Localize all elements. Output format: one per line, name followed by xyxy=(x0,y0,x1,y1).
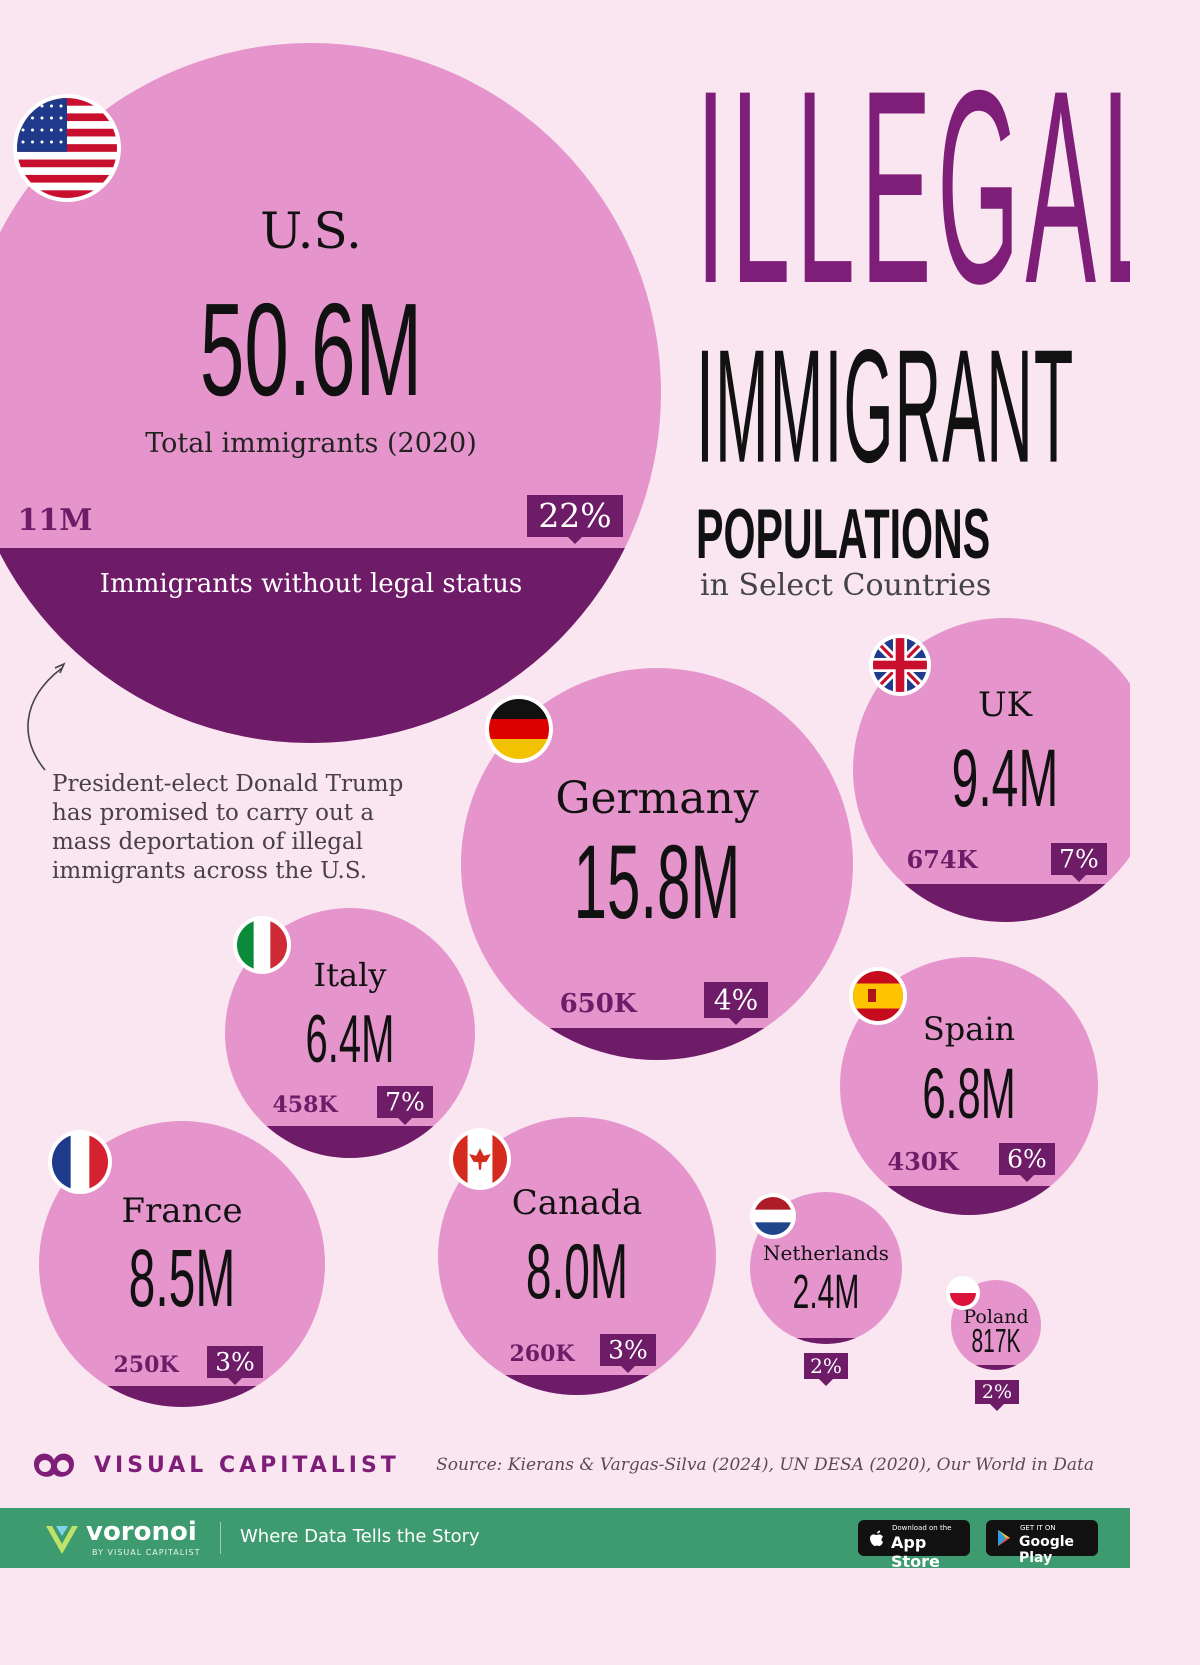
netherlands-total-value: 2.4M xyxy=(793,1266,860,1319)
title-line-illegal: ILLEGAL xyxy=(696,32,1130,341)
source-note: Source: Kierans & Vargas-Silva (2024), U… xyxy=(436,1455,1094,1475)
canada-pct-badge: 3% xyxy=(600,1334,656,1373)
netherlands-illegal-segment xyxy=(750,1338,902,1344)
france-pct-value: 3% xyxy=(215,1347,255,1376)
canada-flag-icon xyxy=(449,1128,511,1190)
google-play-small: GET IT ON xyxy=(1020,1524,1056,1532)
footer-divider xyxy=(220,1522,221,1554)
us-name: U.S. xyxy=(260,202,362,260)
france-total-value: 8.5M xyxy=(129,1233,236,1324)
italy-pct-value: 7% xyxy=(385,1087,425,1116)
us-flag-icon xyxy=(13,94,121,202)
italy-illegal-value: 458K xyxy=(272,1092,338,1118)
us-illegal-value: 11M xyxy=(18,503,93,538)
poland-name: Poland xyxy=(963,1306,1028,1328)
italy-total-value: 6.4M xyxy=(306,1001,395,1077)
footer-tagline: Where Data Tells the Story xyxy=(240,1526,480,1547)
bubble-spain: Spain 6.8M 430K 6% xyxy=(840,957,1098,1215)
title-line-immigrant: IMMIGRANT xyxy=(696,318,1075,498)
france-pct-badge: 3% xyxy=(207,1346,263,1385)
france-illegal-value: 250K xyxy=(113,1352,179,1378)
germany-bubble xyxy=(461,668,853,1060)
uk-total-value: 9.4M xyxy=(952,733,1059,824)
uk-illegal-value: 674K xyxy=(907,845,979,874)
germany-name: Germany xyxy=(555,773,759,824)
germany-pct-badge: 4% xyxy=(704,982,768,1025)
title-line-populations: POPULATIONS xyxy=(696,494,991,573)
france-bubble xyxy=(39,1121,325,1407)
us-total-label: Total immigrants (2020) xyxy=(145,428,477,459)
footer-bar: voronoi BY VISUAL CAPITALIST Where Data … xyxy=(0,1508,1130,1568)
annotation-arrow xyxy=(27,662,66,771)
canada-illegal-value: 260K xyxy=(509,1341,575,1367)
germany-flag-icon xyxy=(485,695,553,763)
uk-flag-icon xyxy=(869,634,931,696)
canada-bubble xyxy=(438,1117,716,1395)
spain-name: Spain xyxy=(923,1010,1015,1048)
netherlands-pct-value: 2% xyxy=(810,1354,842,1378)
poland-total-value: 817K xyxy=(971,1322,1020,1359)
canada-pct-value: 3% xyxy=(608,1335,648,1364)
canada-name: Canada xyxy=(512,1183,643,1223)
spain-pct-badge: 6% xyxy=(999,1143,1055,1182)
germany-illegal-segment xyxy=(461,1028,853,1060)
google-play-button[interactable]: GET IT ON Google Play xyxy=(986,1520,1098,1566)
france-name: France xyxy=(121,1191,242,1231)
canada-illegal-segment xyxy=(438,1375,716,1395)
uk-name: UK xyxy=(978,685,1033,725)
italy-pct-badge: 7% xyxy=(377,1086,433,1125)
app-store-button[interactable]: Download on the App Store xyxy=(858,1520,970,1568)
bubble-chart: U.S. 50.6M Total immigrants (2020) Immigran… xyxy=(0,43,1130,1411)
spain-pct-value: 6% xyxy=(1007,1144,1047,1173)
voronoi-byline: BY VISUAL CAPITALIST xyxy=(92,1548,201,1557)
germany-total-value: 15.8M xyxy=(574,825,741,942)
app-store-label: App Store xyxy=(891,1533,940,1568)
voronoi-logo-icon xyxy=(46,1526,78,1554)
google-play-icon xyxy=(998,1530,1010,1546)
netherlands-name: Netherlands xyxy=(763,1241,889,1265)
uk-pct-value: 7% xyxy=(1059,844,1099,873)
spain-flag-icon xyxy=(849,967,907,1025)
italy-flag-icon xyxy=(233,916,291,974)
netherlands-pct-badge: 2% xyxy=(804,1353,848,1386)
brand-name: VISUAL CAPITALIST xyxy=(94,1452,400,1478)
poland-pct-value: 2% xyxy=(982,1381,1012,1403)
canada-total-value: 8.0M xyxy=(526,1227,628,1315)
germany-illegal-value: 650K xyxy=(560,989,638,1019)
us-pct-badge: 22% xyxy=(527,495,623,544)
uk-pct-badge: 7% xyxy=(1051,843,1107,882)
spain-total-value: 6.8M xyxy=(922,1055,1015,1134)
poland-pct-badge: 2% xyxy=(975,1380,1019,1411)
bubble-uk: UK 9.4M 674K 7% xyxy=(853,618,1130,922)
poland-flag-icon xyxy=(946,1276,980,1310)
voronoi-name: voronoi xyxy=(86,1517,197,1547)
france-illegal-segment xyxy=(39,1386,325,1407)
spain-illegal-value: 430K xyxy=(888,1147,960,1176)
spain-illegal-segment xyxy=(840,1186,1098,1215)
netherlands-flag-icon xyxy=(750,1193,796,1239)
google-play-label: Google Play xyxy=(1019,1534,1075,1566)
chart-subtitle: in Select Countries xyxy=(700,568,992,603)
apple-icon xyxy=(870,1530,883,1546)
brand: VISUAL CAPITALIST xyxy=(30,1440,400,1490)
annotation-note: President-elect Donald Trump has promise… xyxy=(52,771,404,884)
app-store-small: Download on the xyxy=(892,1524,952,1532)
bubble-italy: Italy 6.4M 458K 7% xyxy=(225,908,475,1158)
us-total-value: 50.6M xyxy=(200,276,422,424)
us-illegal-label: Immigrants without legal status xyxy=(100,569,522,599)
poland-illegal-segment xyxy=(951,1365,1041,1370)
us-pct-value: 22% xyxy=(538,496,611,535)
france-flag-icon xyxy=(48,1130,112,1194)
uk-illegal-segment xyxy=(853,884,1130,922)
infographic: U.S. 50.6M Total immigrants (2020) Immigran… xyxy=(0,32,1130,1568)
bubble-us: U.S. 50.6M Total immigrants (2020) Immigran… xyxy=(0,43,661,743)
germany-pct-value: 4% xyxy=(714,983,758,1016)
italy-name: Italy xyxy=(314,956,387,994)
visual-capitalist-logo-icon xyxy=(34,1453,74,1477)
